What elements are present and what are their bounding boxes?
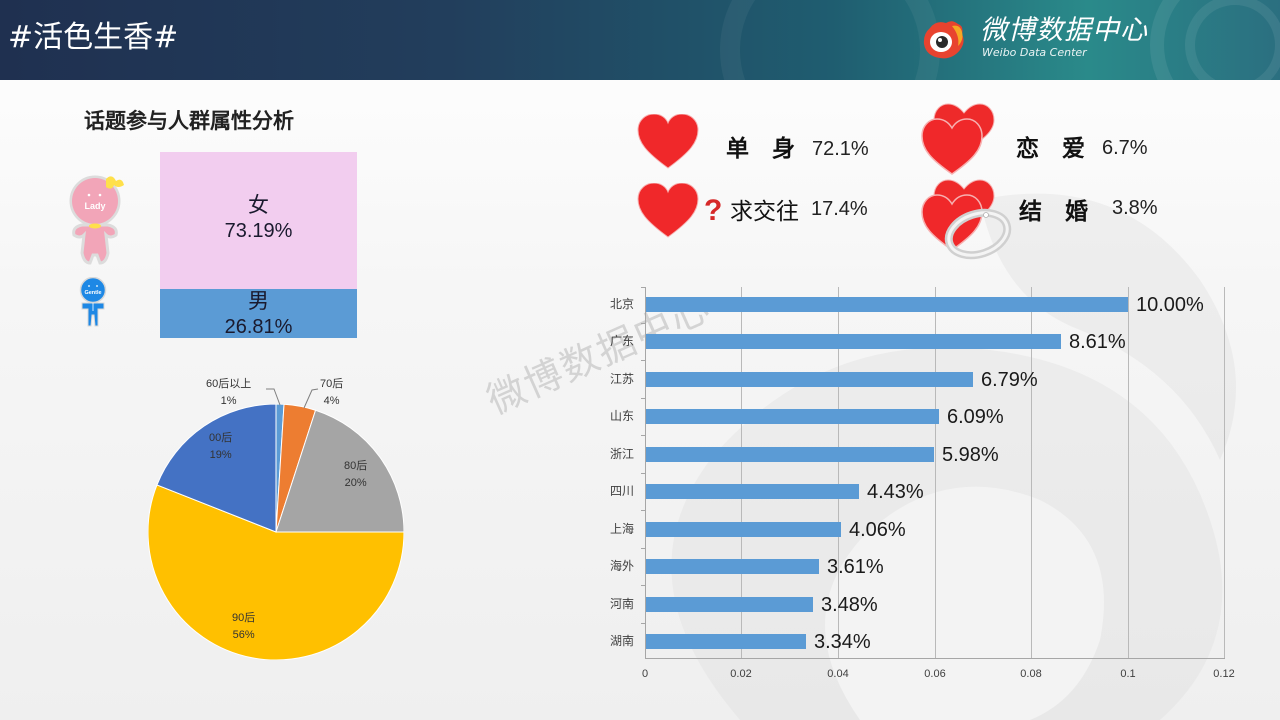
category-label: 上海 [609, 522, 634, 536]
bar-zhejiang [646, 447, 934, 462]
heart-icon [637, 183, 699, 238]
y-tick [641, 623, 645, 624]
gender-female-value: 73.19% [224, 220, 293, 242]
gender-chart: 女 73.19% 男 26.81% [160, 152, 357, 338]
relationship-dating-label: 恋 爱 [1016, 136, 1085, 162]
gender-male-label: 男 [248, 289, 269, 313]
bar-hunan [646, 634, 806, 649]
section-title: 话题参与人群属性分析 [84, 109, 294, 133]
x-tick-label: 0.04 [827, 668, 849, 680]
bar-sichuan [646, 484, 859, 499]
bar-value-label: 10.00% [1136, 294, 1204, 316]
bar-value-label: 6.09% [947, 406, 1004, 428]
heart-icon [637, 114, 699, 169]
x-tick-label: 0.02 [730, 668, 752, 680]
gender-female-label: 女 [248, 193, 269, 217]
category-label: 海外 [609, 559, 634, 573]
pie-label-70s: 70后 4% [320, 378, 344, 407]
relationship-married-value: 3.8% [1112, 197, 1158, 219]
category-label: 湖南 [609, 634, 634, 648]
relationship-single-label: 单 身 [726, 136, 795, 162]
bar-value-label: 6.79% [981, 369, 1038, 391]
gridline [935, 287, 936, 658]
gridline [1224, 287, 1225, 658]
category-label: 河南 [609, 597, 634, 611]
header-banner: #活色生香# 微博数据中心 Weibo Data Center [0, 0, 1280, 80]
gridline [1031, 287, 1032, 658]
svg-text:Lady: Lady [84, 201, 105, 211]
x-tick-label: 0.06 [924, 668, 946, 680]
brand-name-en: Weibo Data Center [982, 46, 1087, 59]
y-tick [641, 435, 645, 436]
question-mark-icon: ? [704, 194, 723, 227]
gridline [741, 287, 742, 658]
pie-slice-90s [148, 484, 404, 660]
y-tick [641, 548, 645, 549]
x-tick-label: 0.1 [1120, 668, 1136, 680]
x-axis-line [645, 658, 1225, 659]
y-tick [641, 398, 645, 399]
decorative-ring [1150, 0, 1280, 80]
category-label: 四川 [609, 484, 634, 498]
category-label: 山东 [609, 409, 634, 423]
relationship-seeking-label: 求交往 [730, 199, 799, 225]
pie-label-80s: 80后 20% [344, 460, 368, 489]
pie-label-00s: 00后 19% [209, 432, 233, 461]
pie-slice-80s [275, 409, 404, 533]
pie-label-90s: 90后 56% [232, 612, 256, 641]
bar-value-label: 4.43% [867, 481, 924, 503]
gender-male-value: 26.81% [224, 316, 293, 338]
relationship-dating-value: 6.7% [1102, 137, 1148, 159]
bar-value-label: 8.61% [1069, 331, 1126, 353]
gridline [1128, 287, 1129, 658]
bar-value-label: 3.48% [821, 594, 878, 616]
svg-text:Gentle: Gentle [84, 290, 101, 296]
x-tick-label: 0.12 [1213, 668, 1235, 680]
y-tick [641, 585, 645, 586]
y-tick [641, 473, 645, 474]
gridline [838, 287, 839, 658]
bar-guangdong [646, 334, 1061, 349]
y-tick [641, 360, 645, 361]
y-axis-line [645, 287, 646, 659]
brand-logo-block: 微博数据中心 Weibo Data Center [920, 12, 1180, 68]
pie-label-60s: 60后以上 1% [206, 378, 252, 407]
decorative-ring [1185, 0, 1280, 80]
bar-value-label: 3.34% [814, 631, 871, 653]
bar-value-label: 4.06% [849, 519, 906, 541]
y-tick [641, 510, 645, 511]
category-label: 浙江 [609, 447, 634, 461]
y-tick [641, 323, 645, 324]
page-title: #活色生香# [8, 20, 179, 55]
category-label: 北京 [609, 297, 634, 311]
double-heart-icon [921, 103, 995, 175]
gender-female-segment: 女 73.19% [160, 152, 357, 289]
bar-overseas [646, 559, 819, 574]
brand-name-cn: 微博数据中心 [980, 15, 1148, 46]
weibo-eye-logo-icon [923, 21, 964, 59]
gentle-figure-icon: Gentle [79, 277, 107, 327]
bar-shandong [646, 409, 939, 424]
bar-value-label: 5.98% [942, 444, 999, 466]
bar-henan [646, 597, 813, 612]
category-label: 江苏 [609, 372, 634, 386]
hearts-with-ring-icon [921, 179, 1012, 260]
bar-beijing [646, 297, 1128, 312]
relationship-married-label: 结 婚 [1019, 199, 1088, 225]
x-tick-label: 0.08 [1020, 668, 1042, 680]
bar-jiangsu [646, 372, 973, 387]
y-tick [641, 287, 645, 288]
x-tick-label: 0 [641, 668, 649, 680]
bar-value-label: 3.61% [827, 556, 884, 578]
pie-slice-00s [156, 404, 277, 533]
relationship-seeking-value: 17.4% [811, 198, 868, 220]
gender-male-segment: 男 26.81% [160, 289, 357, 338]
relationship-single-value: 72.1% [812, 138, 869, 160]
category-label: 广东 [609, 334, 634, 348]
bar-shanghai [646, 522, 841, 537]
lady-figure-icon: Lady [69, 175, 124, 265]
age-pie-chart [148, 404, 404, 660]
